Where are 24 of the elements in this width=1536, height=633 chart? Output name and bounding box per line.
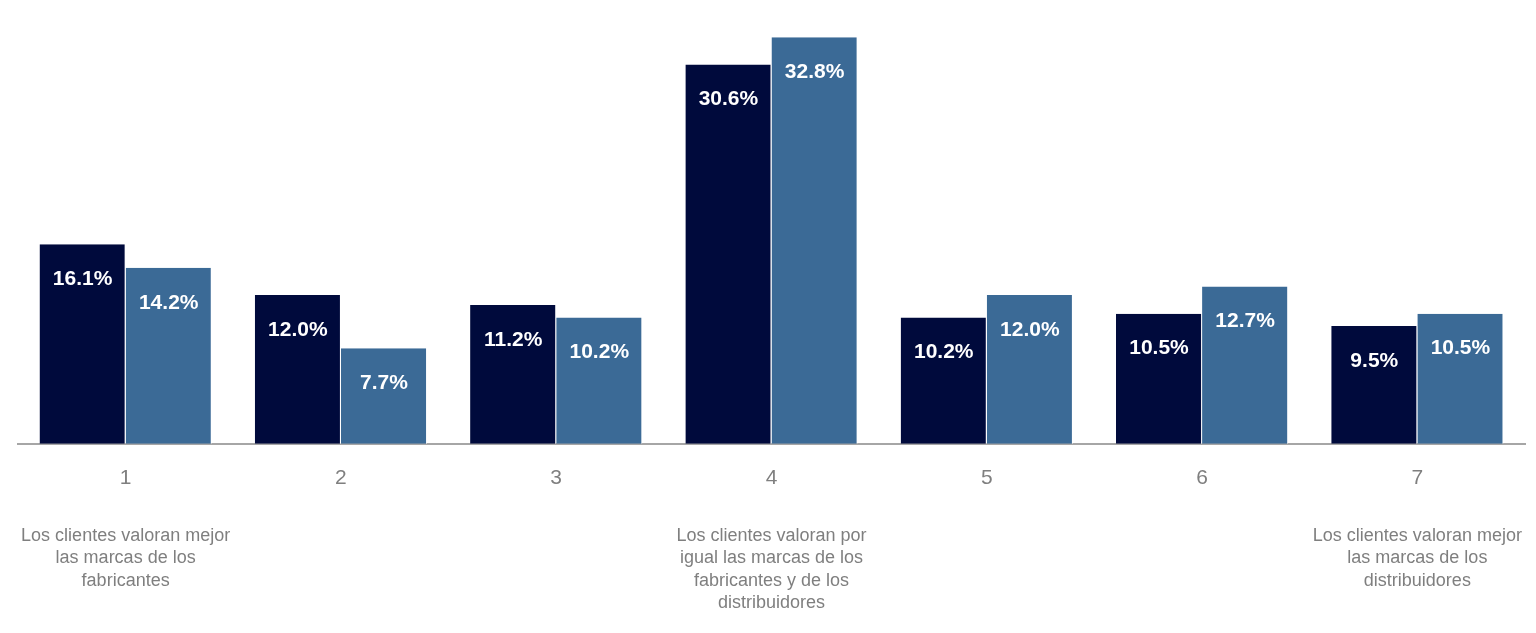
- data-label: 10.2%: [913, 339, 974, 363]
- x-tick-label: 7: [1411, 465, 1424, 489]
- data-label: 10.5%: [1129, 335, 1190, 359]
- data-label: 10.2%: [569, 339, 630, 363]
- x-tick-label: 6: [1196, 465, 1208, 489]
- data-label: 30.6%: [698, 86, 759, 110]
- data-label: 12.0%: [268, 316, 328, 340]
- x-tick-label: 3: [550, 465, 563, 489]
- x-tick-label: 1: [119, 465, 132, 489]
- data-label: 11.2%: [483, 326, 543, 350]
- data-label: 9.5%: [1350, 347, 1399, 371]
- text: Los clientes valoran por igual las marcas de los fabricantes y de los distribuidores: [676, 524, 867, 613]
- data-label: 32.8%: [784, 59, 845, 83]
- text: Los clientes valoran mejor las marcas de los fabricantes: [21, 524, 231, 590]
- text: Los clientes valoran mejor las marcas de los distribuidores: [1312, 524, 1522, 590]
- data-label: 12.7%: [1215, 308, 1276, 332]
- data-label: 10.5%: [1430, 335, 1491, 359]
- x-tick-label: 4: [765, 465, 778, 489]
- data-label: 12.0%: [1000, 316, 1060, 340]
- data-label: 7.7%: [360, 370, 409, 394]
- x-tick-label: 2: [335, 465, 347, 489]
- data-label: 16.1%: [52, 266, 113, 290]
- x-tick-label: 5: [980, 465, 993, 489]
- data-label: 14.2%: [138, 289, 199, 313]
